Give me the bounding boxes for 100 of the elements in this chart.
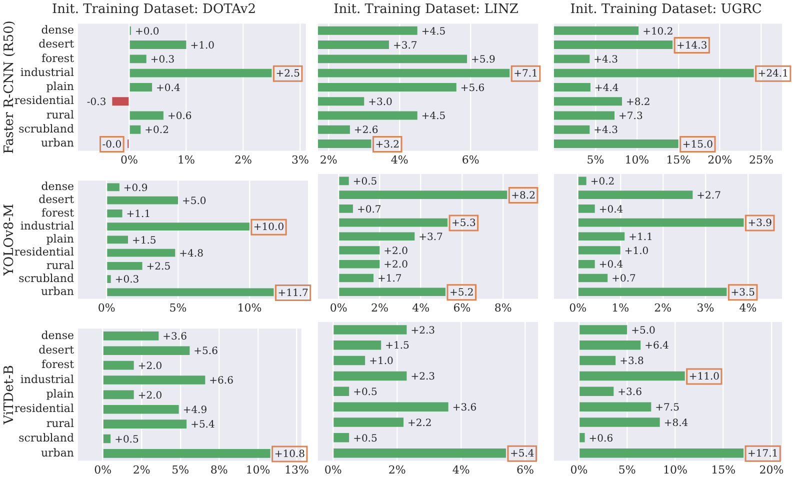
bar <box>107 288 274 296</box>
data-label: +4.8 <box>179 248 204 260</box>
data-label: +0.7 <box>356 204 382 216</box>
data-label: +0.2 <box>590 176 615 188</box>
annotation: +10.0 <box>253 222 284 234</box>
bar <box>578 288 727 296</box>
bar <box>578 190 693 199</box>
bar <box>580 386 614 396</box>
bar <box>107 236 128 244</box>
bar <box>554 26 639 35</box>
data-label: +0.5 <box>353 386 378 398</box>
bar <box>578 246 620 254</box>
x-tick-label: 2% <box>370 301 388 314</box>
bar <box>334 448 506 458</box>
annotation: +17.1 <box>748 448 778 460</box>
x-tick-label: 10% <box>237 301 262 314</box>
data-label: +2.2 <box>408 418 432 429</box>
bar <box>103 332 159 340</box>
bar <box>107 262 142 270</box>
y-tick-label: plain <box>46 80 74 94</box>
bar <box>580 340 641 350</box>
x-tick-label: 6% <box>462 153 480 166</box>
bar <box>339 246 380 254</box>
annotation: +14.3 <box>676 40 708 52</box>
data-label: +1.5 <box>385 340 410 352</box>
bar <box>554 82 590 92</box>
bar <box>554 139 678 148</box>
x-tick-label: 0% <box>330 301 348 314</box>
annotation: +3.9 <box>748 218 772 230</box>
data-label: +3.6 <box>618 386 642 398</box>
bar <box>334 433 350 442</box>
annotation: +2.5 <box>276 68 300 80</box>
y-tick-label: industrial <box>20 219 74 232</box>
annotation: +15.0 <box>682 139 714 150</box>
x-tick-label: 6% <box>453 301 471 314</box>
data-label: +2.3 <box>410 325 435 336</box>
data-label: +4.9 <box>182 404 208 416</box>
x-tick-label: 4% <box>452 463 470 476</box>
bar <box>130 40 186 50</box>
y-tick-label: industrial <box>20 372 74 386</box>
data-label: +5.4 <box>190 420 215 431</box>
y-tick-label: urban <box>40 136 74 150</box>
bar <box>107 248 176 257</box>
y-tick-label: desert <box>38 193 75 206</box>
data-label: +1.5 <box>132 235 156 246</box>
bar <box>554 111 615 120</box>
annotation: +5.2 <box>449 287 474 298</box>
data-label: +3.6 <box>162 332 187 343</box>
data-label: +4.3 <box>594 54 618 66</box>
bar <box>334 340 382 350</box>
bar <box>107 222 250 231</box>
bar <box>103 346 190 356</box>
data-label: +8.2 <box>626 96 650 108</box>
data-label: +0.3 <box>150 54 175 66</box>
x-tick-label: 8% <box>210 463 228 476</box>
data-label: +4.5 <box>421 111 446 122</box>
data-label: +10.2 <box>642 26 674 38</box>
y-tick-label: dense <box>41 180 74 194</box>
data-label: +0.7 <box>612 274 636 285</box>
bar <box>339 204 353 213</box>
data-label: +3.7 <box>418 232 443 243</box>
data-label: +3.8 <box>620 356 644 368</box>
y-tick-label: dense <box>41 24 74 37</box>
bar <box>130 111 164 120</box>
data-label: +1.1 <box>628 232 653 243</box>
bar <box>578 176 586 186</box>
data-label: +5.9 <box>471 54 496 66</box>
annotation: +10.8 <box>274 449 305 460</box>
x-tick-label: 10% <box>662 463 688 476</box>
x-tick-label: 0% <box>94 463 112 476</box>
data-label: +2.0 <box>384 246 408 257</box>
data-label: +4.4 <box>594 82 619 94</box>
data-label: +0.4 <box>598 204 624 216</box>
bar <box>130 125 141 134</box>
bar <box>580 325 628 334</box>
bar <box>554 54 590 64</box>
bar <box>339 218 448 227</box>
bar <box>130 68 272 78</box>
x-tick-label: 2% <box>320 153 338 166</box>
bar <box>578 232 625 241</box>
y-tick-label: plain <box>46 232 74 246</box>
data-label: +0.6 <box>588 433 614 444</box>
bar <box>580 418 660 427</box>
bar <box>339 274 374 282</box>
bar <box>554 125 590 134</box>
x-tick-label: 25% <box>749 153 774 166</box>
y-tick-label: urban <box>40 446 74 460</box>
annotation: +5.4 <box>510 448 534 460</box>
bar <box>554 68 754 78</box>
data-label: +5.0 <box>631 325 656 336</box>
bar <box>334 371 407 381</box>
bar <box>112 97 129 106</box>
bar <box>334 386 350 396</box>
y-tick-label: scrubland <box>18 272 74 285</box>
data-label: +5.6 <box>460 82 485 94</box>
bar <box>103 420 187 428</box>
data-label: +3.7 <box>392 40 418 52</box>
y-tick-label: dense <box>41 328 74 342</box>
bar <box>339 260 380 268</box>
x-tick-label: 8% <box>494 301 512 314</box>
